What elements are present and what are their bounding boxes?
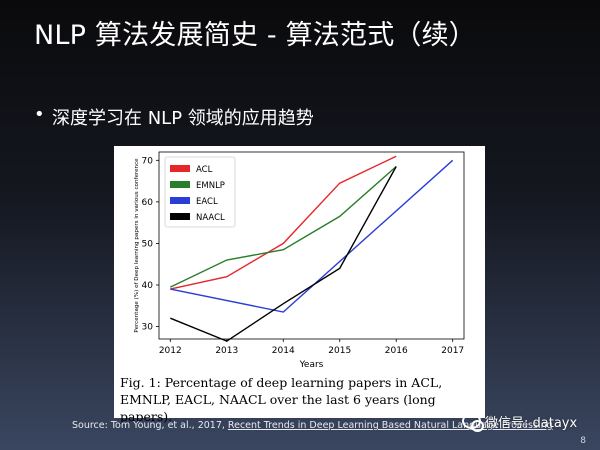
source-link[interactable]: Recent Trends in Deep Learning Based Nat… bbox=[227, 420, 553, 431]
series-line-emnlp bbox=[169, 165, 397, 288]
y-axis-label: Percentage (%) of Deep learning papers i… bbox=[134, 158, 140, 333]
y-tick-label: 40 bbox=[142, 281, 154, 291]
source-prefix: Source: Tom Young, et al., 2017, bbox=[72, 420, 228, 431]
legend-swatch-naacl bbox=[170, 213, 190, 220]
legend-label-emnlp: EMNLP bbox=[196, 181, 225, 191]
x-tick-label: 2015 bbox=[328, 346, 351, 356]
slide-title: NLP 算法发展简史 - 算法范式（续） bbox=[34, 20, 477, 51]
legend-label-acl: ACL bbox=[196, 165, 213, 175]
series-line-acl bbox=[170, 155, 397, 290]
legend-label-naacl: NAACL bbox=[196, 213, 225, 223]
plot-frame bbox=[158, 151, 465, 340]
legend-swatch-eacl bbox=[170, 197, 190, 204]
source-citation: Source: Tom Young, et al., 2017, Recent … bbox=[72, 420, 553, 431]
series-line-eacl bbox=[170, 159, 454, 313]
x-tick-label: 2012 bbox=[159, 346, 182, 356]
y-tick-label: 60 bbox=[142, 198, 154, 208]
y-tick-label: 70 bbox=[142, 156, 154, 166]
series-line-naacl bbox=[170, 166, 397, 342]
x-axis-label: Years bbox=[299, 360, 324, 370]
x-tick-label: 2016 bbox=[385, 346, 408, 356]
legend-label-eacl: EACL bbox=[196, 197, 218, 207]
figure: 2012 2013 2014 2015 2016 2017 30 40 50 60 70 Years P… bbox=[114, 146, 485, 424]
watermark-text: 微信号: datayx bbox=[485, 416, 578, 431]
legend-swatch-acl bbox=[170, 165, 190, 172]
y-tick-label: 50 bbox=[142, 239, 154, 249]
x-tick-label: 2014 bbox=[272, 346, 295, 356]
legend-box bbox=[164, 156, 236, 228]
bullet-dot-icon: • bbox=[34, 104, 45, 125]
watermark: 微信号: datayx bbox=[462, 412, 578, 432]
bullet-text: 深度学习在 NLP 领域的应用趋势 bbox=[52, 108, 314, 129]
figure-caption: Fig. 1: Percentage of deep learning pape… bbox=[120, 375, 443, 424]
y-tick-label: 30 bbox=[142, 323, 154, 333]
line-chart: 2012 2013 2014 2015 2016 2017 30 40 50 60 70 Years P… bbox=[134, 151, 465, 370]
x-tick-label: 2017 bbox=[441, 346, 464, 356]
bullet-item: • 深度学习在 NLP 领域的应用趋势 bbox=[34, 104, 314, 130]
wechat-icon bbox=[462, 413, 484, 432]
legend-swatch-emnlp bbox=[170, 181, 190, 188]
x-tick-label: 2013 bbox=[215, 346, 238, 356]
page-number: 8 bbox=[580, 436, 586, 446]
